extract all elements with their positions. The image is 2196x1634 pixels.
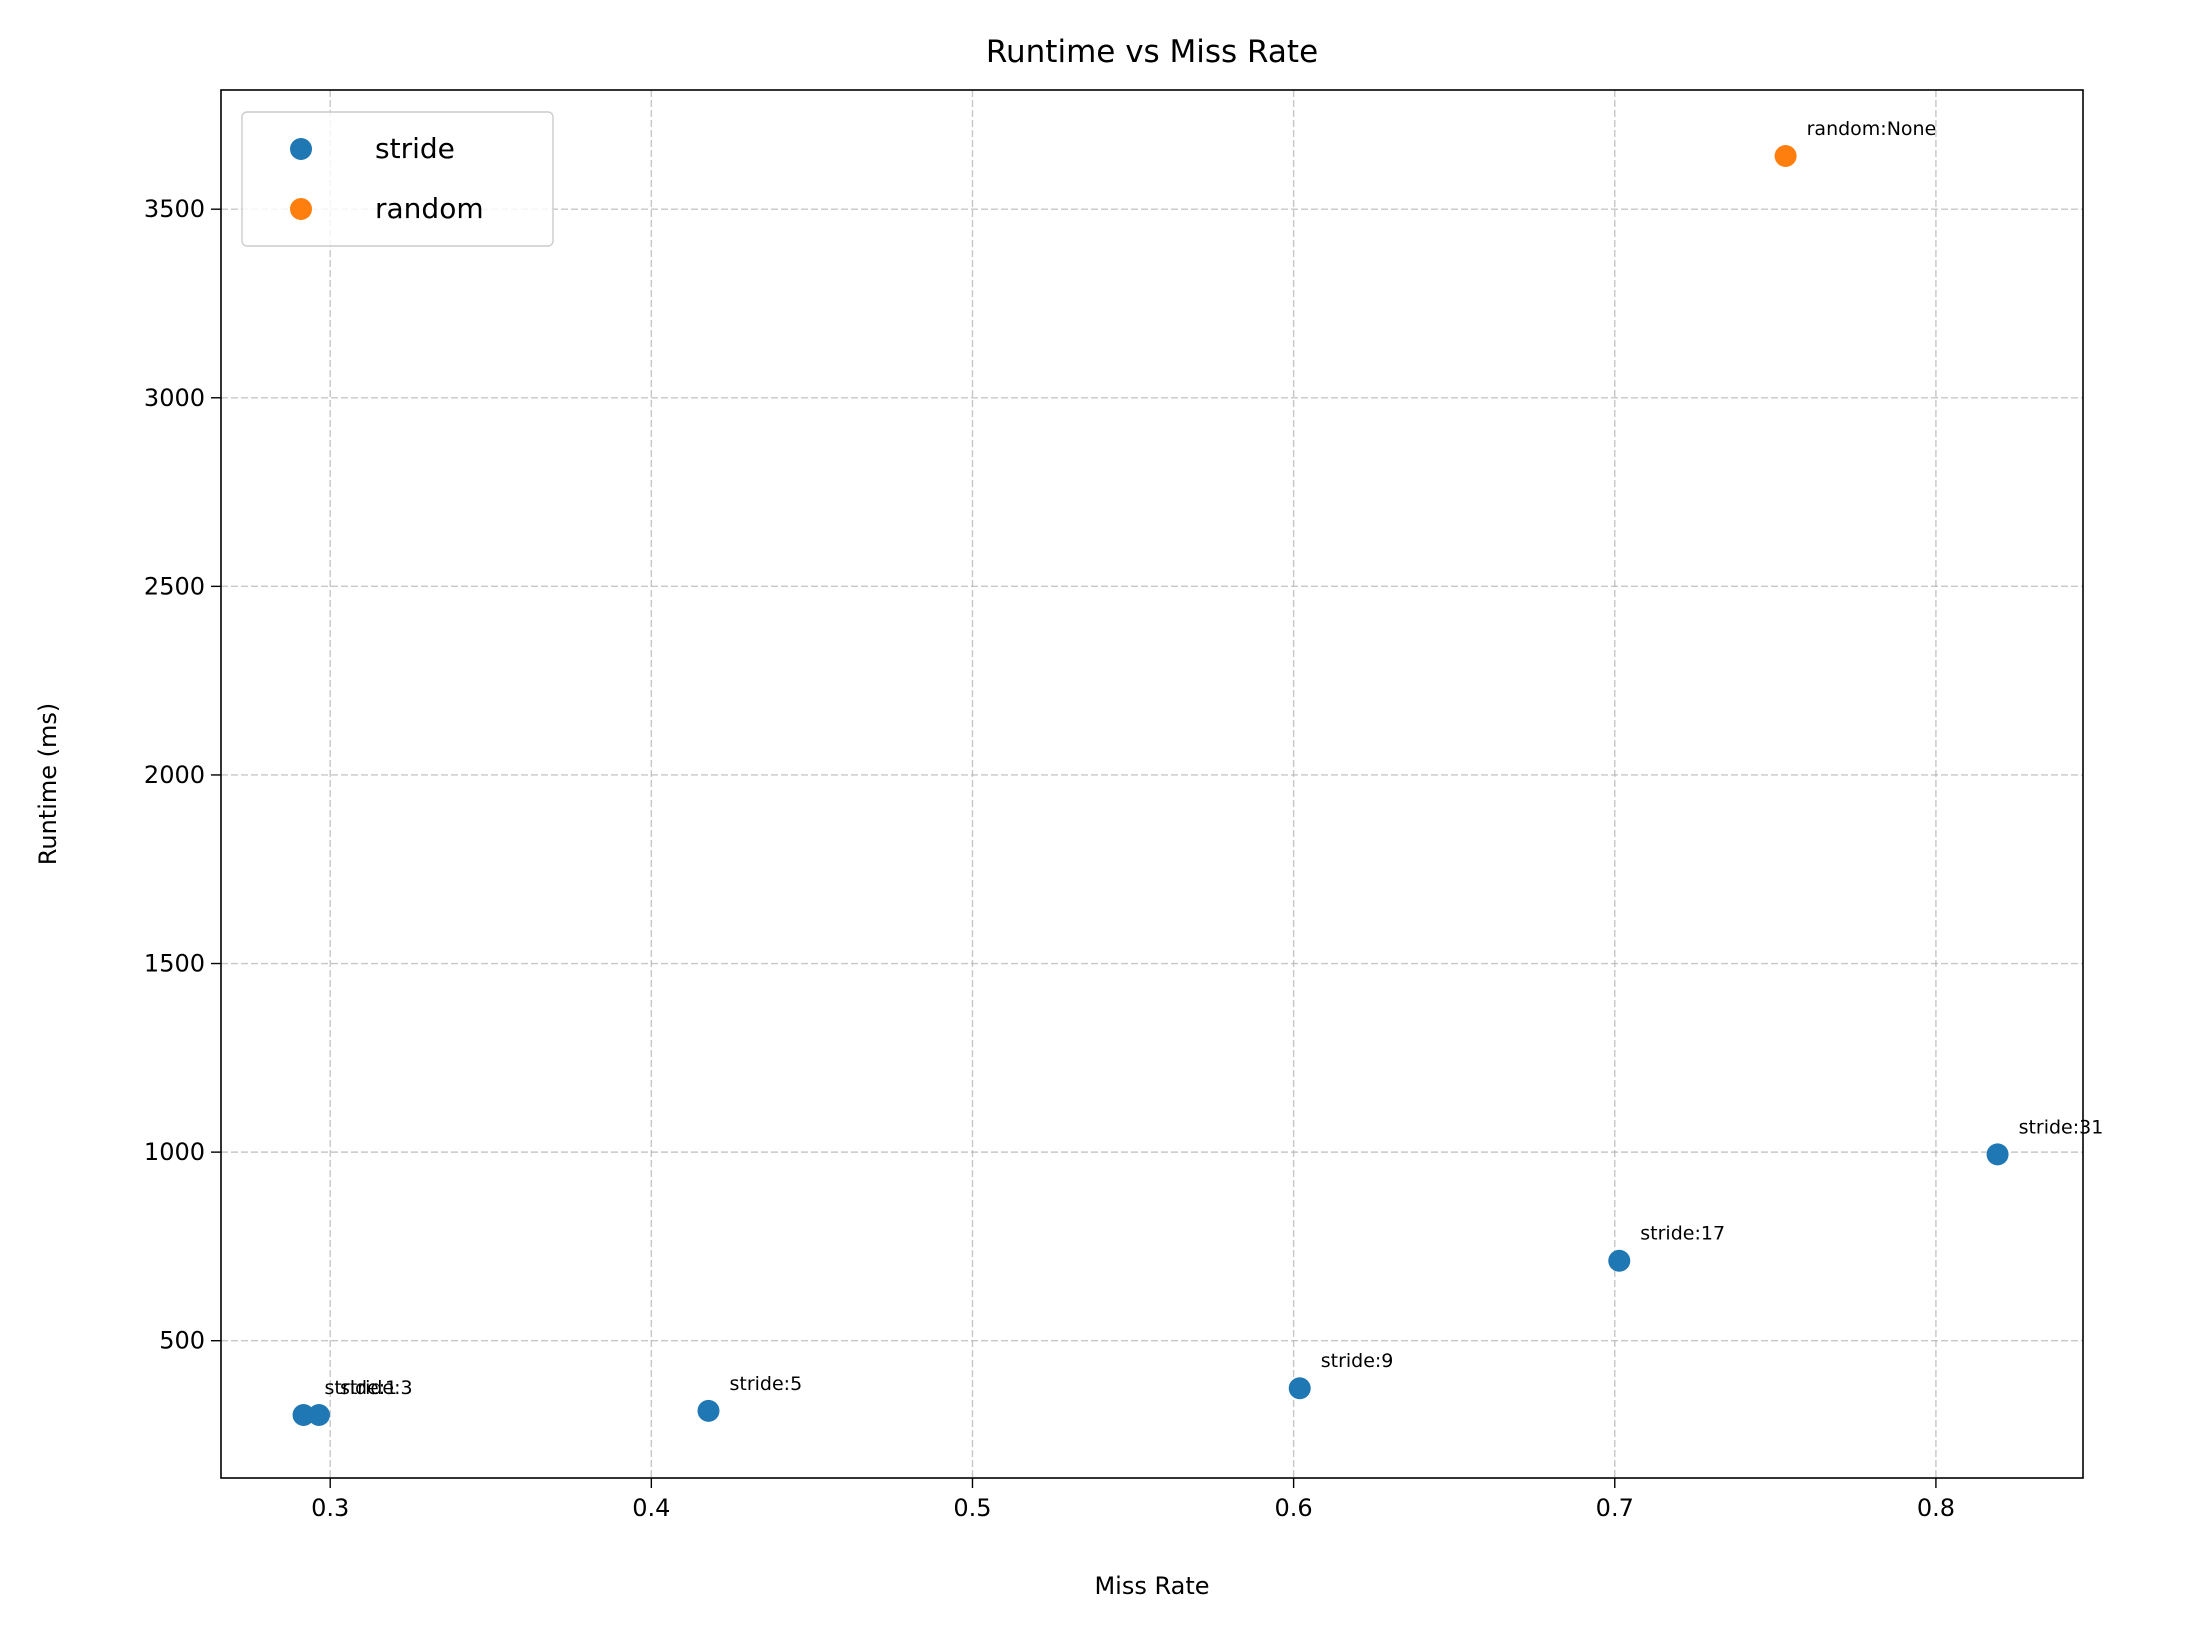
- point-label: stride:1: [325, 1377, 398, 1399]
- point-label: stride:17: [1640, 1223, 1725, 1245]
- y-tick-label: 3000: [144, 384, 205, 412]
- x-tick-label: 0.4: [632, 1494, 670, 1522]
- y-tick-label: 2500: [144, 572, 205, 600]
- point-label: stride:3: [340, 1377, 413, 1399]
- point-label: stride:31: [2019, 1116, 2104, 1138]
- x-tick-label: 0.3: [311, 1494, 349, 1522]
- legend-label: stride: [375, 132, 455, 165]
- point: [292, 1404, 315, 1427]
- y-tick-label: 1500: [144, 950, 205, 978]
- x-axis-label: Miss Rate: [1094, 1572, 1209, 1600]
- point: [1774, 145, 1797, 168]
- x-tick-label: 0.5: [953, 1494, 991, 1522]
- y-tick-label: 2000: [144, 761, 205, 789]
- x-tick-label: 0.6: [1275, 1494, 1313, 1522]
- legend-label: random: [375, 192, 484, 225]
- y-tick-label: 3500: [144, 195, 205, 223]
- point: [1608, 1249, 1631, 1272]
- point: [307, 1404, 330, 1427]
- chart-title: Runtime vs Miss Rate: [986, 34, 1318, 70]
- x-tick-label: 0.7: [1596, 1494, 1634, 1522]
- point-label: stride:9: [1321, 1350, 1394, 1372]
- legend-box: [241, 111, 554, 247]
- y-tick-label: 1000: [144, 1138, 205, 1166]
- plot-frame: [220, 89, 2084, 1479]
- point: [1986, 1143, 2009, 1166]
- x-tick-label: 0.8: [1917, 1494, 1955, 1522]
- legend-marker: [290, 198, 312, 220]
- point-label: random:None: [1807, 118, 1937, 140]
- point: [697, 1399, 720, 1422]
- legend-marker: [290, 138, 312, 160]
- y-axis-label: Runtime (ms): [34, 703, 62, 865]
- point: [1288, 1377, 1311, 1400]
- y-tick-label: 500: [159, 1327, 205, 1355]
- point-label: stride:5: [729, 1373, 802, 1395]
